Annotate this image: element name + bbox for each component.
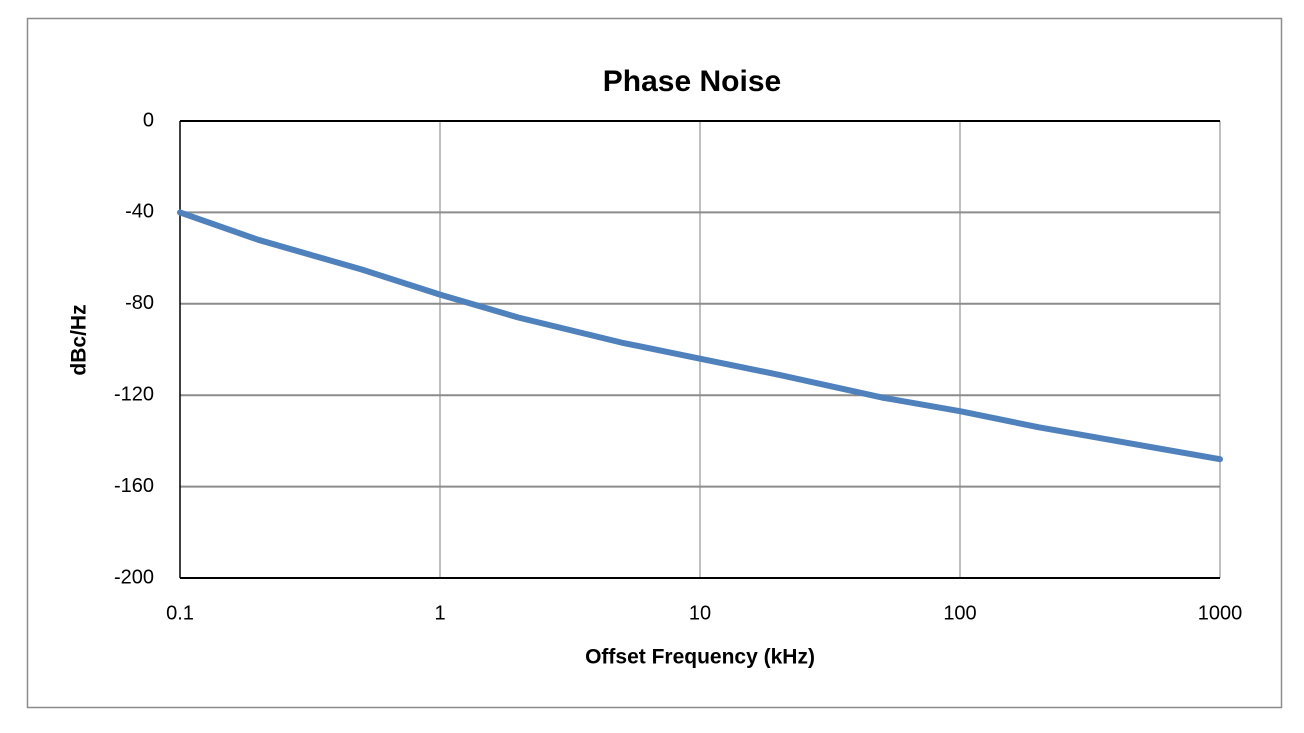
y-tick-label: -200 [114, 566, 154, 588]
y-axis-label: dBc/Hz [68, 304, 91, 375]
chart-title: Phase Noise [603, 65, 781, 98]
y-tick-label: -40 [125, 201, 154, 223]
x-axis-label: Offset Frequency (kHz) [585, 646, 815, 669]
x-tick-label: 0.1 [166, 602, 194, 624]
x-tick-label: 1000 [1198, 602, 1243, 624]
data-line [177, 209, 1223, 463]
y-tick-label: -120 [114, 383, 154, 405]
y-tick-label: 0 [143, 109, 154, 131]
x-tick-label: 10 [689, 602, 711, 624]
x-tick-label: 100 [943, 602, 976, 624]
x-tick-label: 1 [434, 602, 445, 624]
y-tick-label: -80 [125, 292, 154, 314]
y-tick-label: -160 [114, 475, 154, 497]
chart-frame [26, 17, 1283, 709]
